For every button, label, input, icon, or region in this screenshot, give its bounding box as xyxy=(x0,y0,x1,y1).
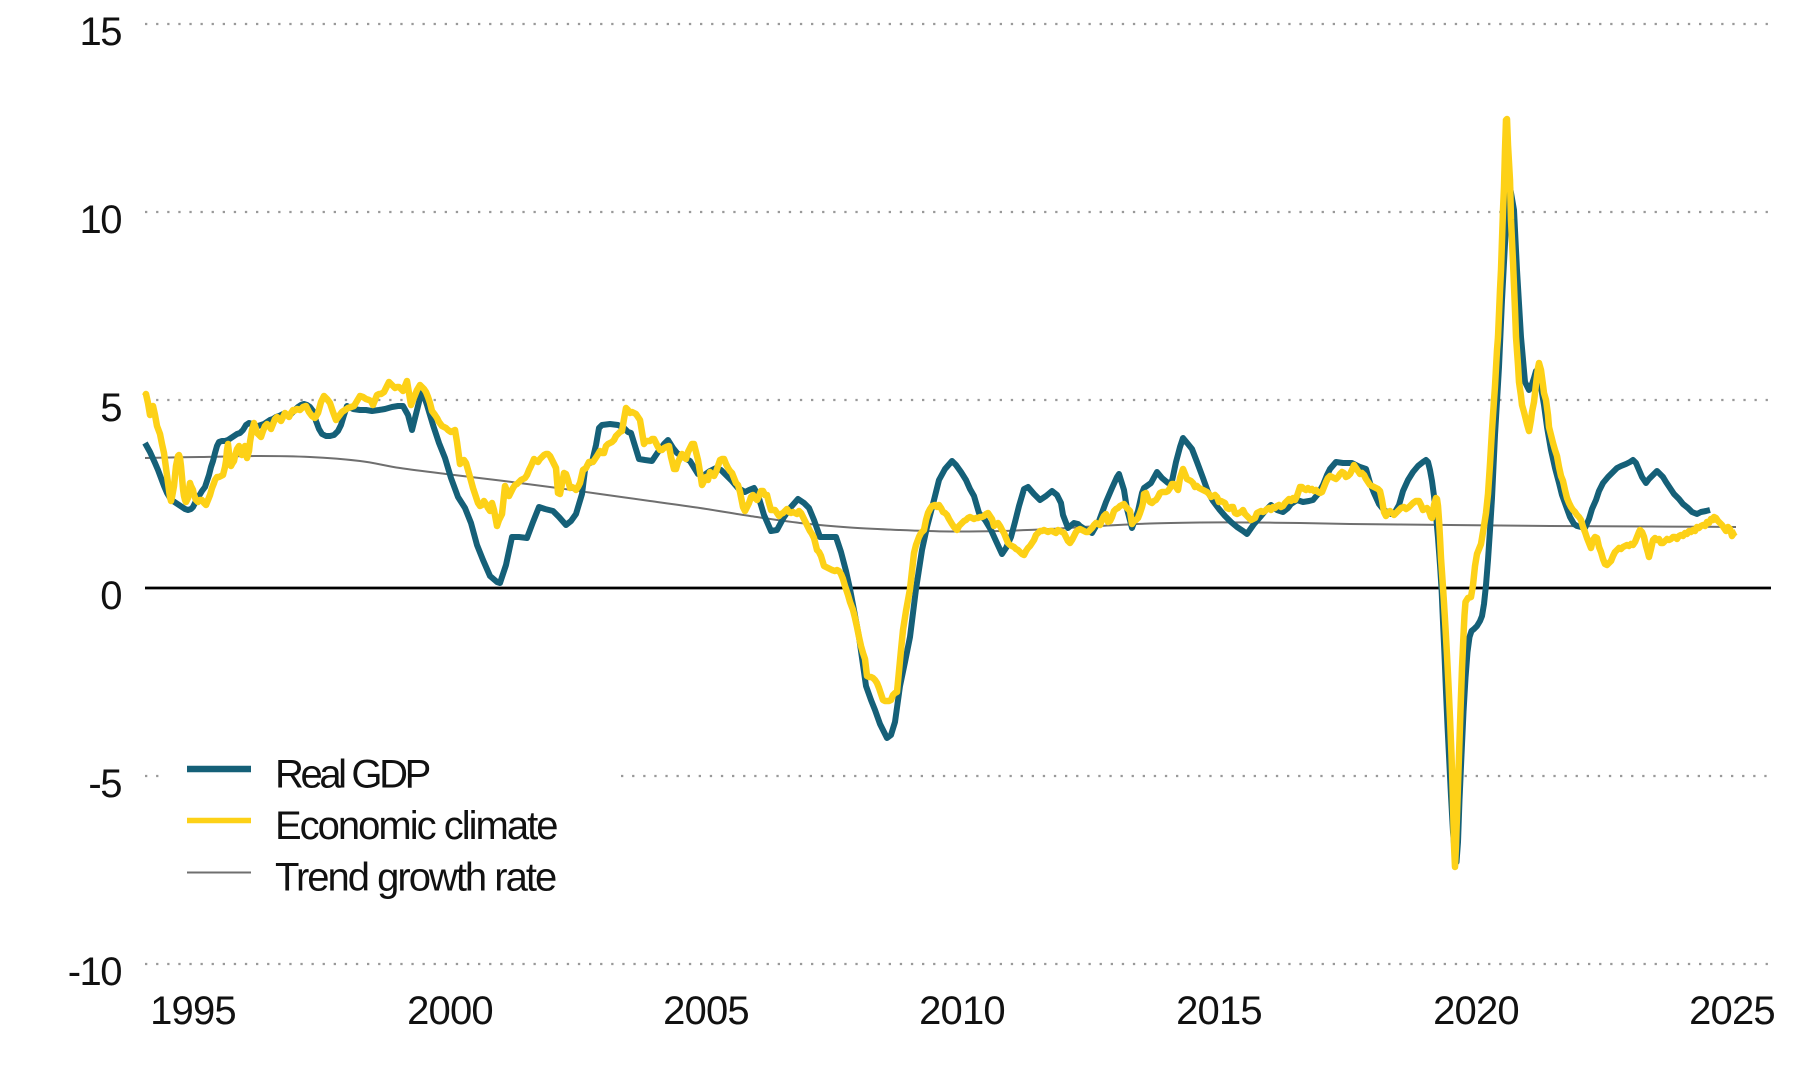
svg-text:Real GDP: Real GDP xyxy=(275,753,430,797)
svg-text:2015: 2015 xyxy=(1176,989,1262,1033)
svg-text:2025: 2025 xyxy=(1689,989,1775,1033)
svg-text:1995: 1995 xyxy=(150,989,236,1033)
svg-text:2010: 2010 xyxy=(919,989,1005,1033)
svg-text:Economic climate: Economic climate xyxy=(275,804,557,848)
svg-text:-5: -5 xyxy=(88,762,121,806)
svg-text:0: 0 xyxy=(100,574,121,618)
svg-text:2000: 2000 xyxy=(407,989,493,1033)
svg-text:Trend growth rate: Trend growth rate xyxy=(275,856,556,900)
svg-text:2020: 2020 xyxy=(1433,989,1519,1033)
svg-text:15: 15 xyxy=(80,10,122,54)
svg-text:5: 5 xyxy=(100,386,121,430)
svg-text:2005: 2005 xyxy=(663,989,749,1033)
svg-text:-10: -10 xyxy=(68,950,122,994)
svg-text:10: 10 xyxy=(80,198,122,242)
